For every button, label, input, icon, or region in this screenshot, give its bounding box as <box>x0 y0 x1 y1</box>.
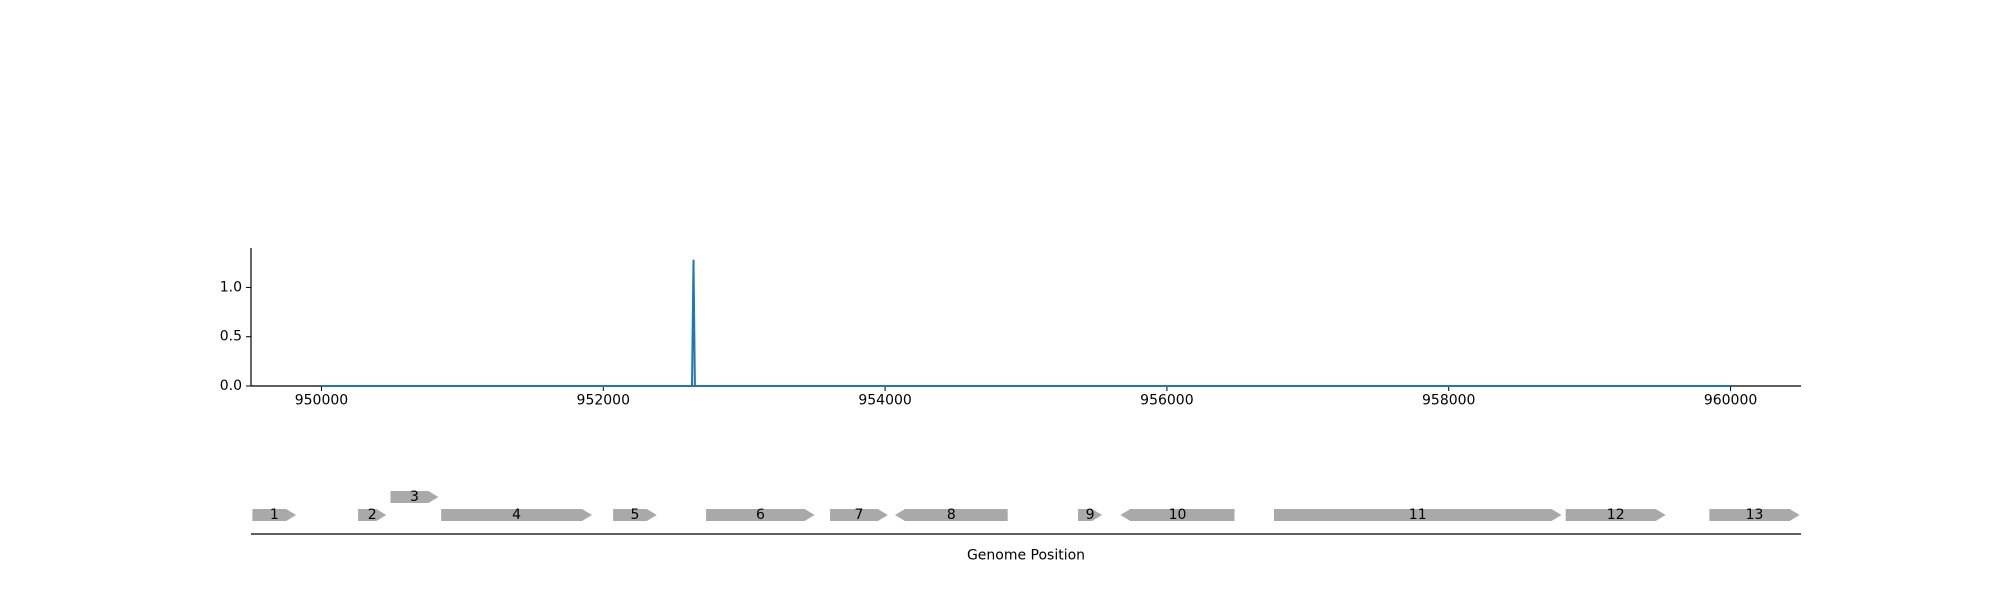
gene-label-5: 5 <box>631 507 640 523</box>
gene-label-2: 2 <box>368 507 377 523</box>
gene-arrow-7 <box>830 509 888 521</box>
x-tick-label: 958000 <box>1422 393 1475 409</box>
gene-arrow-8 <box>895 509 1008 521</box>
genes: 1 234 5 6 7 8 9 10 11 12 13 <box>252 489 1800 523</box>
gene-arrow-2 <box>358 509 387 521</box>
gene-label-7: 7 <box>855 507 864 523</box>
gene-arrow-5 <box>613 509 657 521</box>
gene-label-4: 4 <box>512 507 521 523</box>
gene-label-11: 11 <box>1409 507 1427 523</box>
gene-label-13: 13 <box>1746 507 1764 523</box>
coverage-chart: 950000 952000 954000 956000 958000 960000 0.0… <box>220 248 1801 409</box>
y-tick-label: 1.0 <box>220 279 242 295</box>
x-ticks: 950000 952000 954000 956000 958000 960000 <box>295 386 1757 409</box>
x-tick-label: 956000 <box>1140 393 1193 409</box>
x-tick-label: 952000 <box>577 393 630 409</box>
gene-label-8: 8 <box>947 507 956 523</box>
x-tick-label: 954000 <box>858 393 911 409</box>
x-tick-label: 960000 <box>1704 393 1757 409</box>
gene-arrow-4 <box>441 509 592 521</box>
gene-arrow-6 <box>706 509 815 521</box>
y-tick-label: 0.5 <box>220 329 242 345</box>
y-ticks: 0.0 0.5 1.0 <box>220 279 251 394</box>
gene-arrow-12 <box>1565 509 1666 521</box>
gene-arrow-3 <box>390 491 439 503</box>
gene-arrow-11 <box>1274 509 1562 521</box>
gene-arrow-13 <box>1709 509 1800 521</box>
gene-arrow-1 <box>252 509 297 521</box>
gene-arrow-9 <box>1078 509 1103 521</box>
gene-label-6: 6 <box>756 507 765 523</box>
series-line-1 <box>321 259 1731 387</box>
gene-label-12: 12 <box>1607 507 1625 523</box>
gene-label-1: 1 <box>270 507 279 523</box>
gene-label-9: 9 <box>1086 507 1095 523</box>
gene-track: 1 234 5 6 7 8 9 10 11 12 13 Genome Position <box>251 489 1801 564</box>
series-group <box>321 259 1731 387</box>
gene-label-3: 3 <box>410 489 419 505</box>
y-tick-label: 0.0 <box>220 378 242 394</box>
x-tick-label: 950000 <box>295 393 348 409</box>
gene-arrow-10 <box>1120 509 1235 521</box>
gene-track-xlabel: Genome Position <box>967 548 1085 564</box>
gene-label-10: 10 <box>1169 507 1187 523</box>
